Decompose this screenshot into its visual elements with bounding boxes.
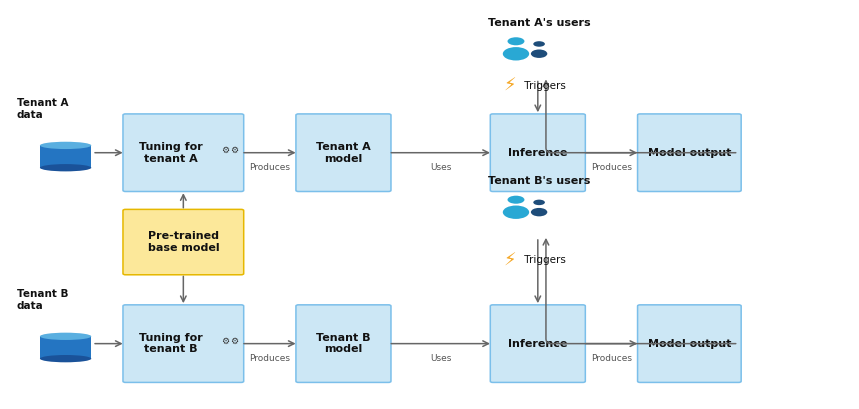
FancyBboxPatch shape — [40, 145, 91, 168]
Text: ⚙ ⚙: ⚙ ⚙ — [222, 146, 240, 155]
Ellipse shape — [533, 200, 545, 205]
Text: Model output: Model output — [648, 148, 731, 158]
Text: Produces: Produces — [591, 354, 632, 363]
Text: Tuning for
tenant A: Tuning for tenant A — [138, 142, 203, 164]
Text: Tenant A
data: Tenant A data — [17, 99, 69, 120]
FancyBboxPatch shape — [40, 336, 91, 359]
Text: Produces: Produces — [249, 354, 290, 363]
Text: Tenant A's users: Tenant A's users — [488, 18, 590, 28]
Text: Tenant B's users: Tenant B's users — [488, 176, 590, 186]
FancyBboxPatch shape — [123, 114, 244, 191]
Text: Tenant A
model: Tenant A model — [316, 142, 371, 164]
FancyBboxPatch shape — [490, 114, 585, 191]
Text: ⚙ ⚙: ⚙ ⚙ — [222, 337, 240, 346]
Ellipse shape — [503, 47, 529, 61]
Text: Model output: Model output — [648, 339, 731, 348]
Text: Inference: Inference — [509, 148, 568, 158]
Ellipse shape — [40, 164, 91, 171]
FancyBboxPatch shape — [490, 305, 585, 382]
Text: Tenant B
model: Tenant B model — [316, 333, 371, 355]
FancyBboxPatch shape — [123, 209, 244, 275]
Text: ⚡: ⚡ — [503, 252, 516, 270]
Text: Produces: Produces — [591, 163, 632, 172]
Text: Inference: Inference — [509, 339, 568, 348]
Text: Triggers: Triggers — [521, 255, 565, 265]
Text: Tuning for
tenant B: Tuning for tenant B — [138, 333, 203, 355]
Ellipse shape — [533, 41, 545, 47]
Ellipse shape — [503, 205, 529, 219]
FancyBboxPatch shape — [637, 305, 741, 382]
FancyBboxPatch shape — [296, 305, 391, 382]
Text: Tenant B
data: Tenant B data — [17, 289, 69, 311]
Ellipse shape — [508, 196, 525, 204]
FancyBboxPatch shape — [637, 114, 741, 191]
Text: Pre-trained
base model: Pre-trained base model — [148, 231, 219, 253]
Ellipse shape — [531, 49, 547, 58]
Ellipse shape — [40, 333, 91, 340]
Text: Triggers: Triggers — [521, 81, 565, 91]
Ellipse shape — [531, 208, 547, 216]
FancyBboxPatch shape — [123, 305, 244, 382]
Ellipse shape — [40, 142, 91, 149]
Text: Uses: Uses — [430, 354, 451, 363]
Ellipse shape — [508, 37, 525, 45]
FancyBboxPatch shape — [296, 114, 391, 191]
Ellipse shape — [40, 355, 91, 362]
Text: Produces: Produces — [249, 163, 290, 172]
Text: ⚡: ⚡ — [503, 76, 516, 94]
Text: Uses: Uses — [430, 163, 451, 172]
